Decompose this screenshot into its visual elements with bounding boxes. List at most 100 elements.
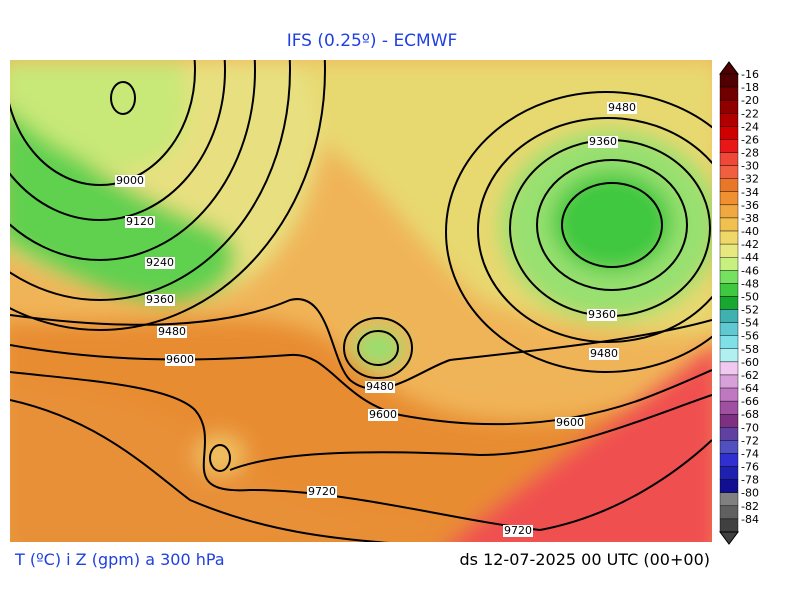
contour-label-bg [589, 348, 619, 360]
colorbar-label: -64 [741, 382, 759, 395]
contour-label: 9360 [588, 308, 616, 321]
colorbar-label: -28 [741, 147, 759, 160]
colorbar-label: -62 [741, 369, 759, 382]
colorbar-label: -68 [741, 408, 759, 421]
colorbar-swatch [719, 400, 739, 415]
contour-label-bg [587, 309, 617, 321]
colorbar-swatch [719, 152, 739, 166]
colorbar-swatch [719, 296, 739, 310]
colorbar-swatch [719, 217, 739, 232]
contour [445, 91, 712, 373]
contour-label: 9240 [146, 256, 174, 269]
map [10, 60, 712, 542]
colorbar-swatch [719, 178, 739, 192]
contour [343, 317, 413, 379]
colorbar-label: -44 [741, 251, 759, 264]
colorbar-swatch [719, 73, 739, 88]
colorbar-label: -80 [741, 487, 759, 500]
contours [10, 60, 712, 542]
contour [10, 60, 291, 301]
colorbar-label: -58 [741, 343, 759, 356]
colorbar-bottom [719, 531, 739, 545]
colorbar-swatch [719, 139, 739, 153]
colorbar-label: -26 [741, 133, 759, 146]
contour-label-bg [368, 409, 398, 421]
colorbar-swatch [719, 204, 739, 219]
colorbar-top [719, 61, 739, 75]
colorbar-label: -34 [741, 186, 759, 199]
contour-label: 9120 [126, 215, 154, 228]
contour-label: 9480 [608, 101, 636, 114]
colorbar-swatch [719, 243, 739, 258]
colorbar-label: -20 [741, 94, 759, 107]
colorbar-swatch [719, 322, 739, 336]
contour-label: 9720 [308, 485, 336, 498]
colorbar-swatch [719, 427, 739, 441]
colorbar-swatch [719, 270, 739, 284]
colorbar-swatch [719, 361, 739, 376]
footer-left: T (ºC) i Z (gpm) a 300 hPa [14, 550, 225, 569]
contour [477, 117, 712, 343]
contour [10, 60, 256, 261]
contour [561, 182, 663, 268]
contour [10, 60, 196, 186]
colorbar-swatch [719, 453, 739, 467]
colorbar-label: -38 [741, 212, 759, 225]
colorbar-label: -16 [741, 68, 759, 81]
colorbar-label: -22 [741, 107, 759, 120]
colorbar-label: -52 [741, 304, 759, 317]
footer-right: ds 12-07-2025 00 UTC (00+00) [459, 550, 710, 569]
contour [10, 60, 326, 331]
contour-label-bg [307, 486, 337, 498]
colorbar-swatch [719, 283, 739, 297]
colorbar-swatch [719, 257, 739, 271]
title: IFS (0.25º) - ECMWF [287, 31, 458, 51]
colorbar-swatch [719, 374, 739, 389]
colorbar-label: -32 [741, 173, 759, 186]
colorbar-label: -56 [741, 330, 759, 343]
contour-label: 9360 [146, 293, 174, 306]
contour-label-bg [165, 354, 195, 366]
contour [536, 159, 688, 291]
colorbar-label: -50 [741, 290, 759, 303]
contour-label: 9600 [166, 353, 194, 366]
colorbar-swatch [719, 113, 739, 127]
colorbar: -16-18-20-22-24-26-28-30-32-34-36-38-40-… [719, 61, 759, 545]
colorbar-swatch [719, 518, 739, 533]
contour-label-bg [125, 216, 155, 228]
colorbar-swatch [719, 191, 739, 206]
colorbar-swatch [719, 440, 739, 454]
colorbar-label: -18 [741, 81, 759, 94]
contour [10, 60, 226, 221]
colorbar-label: -76 [741, 461, 759, 474]
colorbar-swatch [719, 414, 739, 428]
colorbar-swatch [719, 99, 739, 114]
colorbar-swatch [719, 165, 739, 179]
colorbar-label: -84 [741, 513, 759, 526]
contour-label: 9480 [158, 325, 186, 338]
colorbar-label: -48 [741, 277, 759, 290]
colorbar-swatch [719, 126, 739, 140]
colorbar-label: -74 [741, 447, 759, 460]
colorbar-label: -70 [741, 421, 759, 434]
colorbar-swatch [719, 348, 739, 363]
contour-label: 9600 [556, 416, 584, 429]
contour-label-bg [503, 525, 533, 537]
colorbar-swatch [719, 387, 739, 402]
contour-label-bg [157, 326, 187, 338]
colorbar-label: -60 [741, 356, 759, 369]
colorbar-swatch [719, 492, 739, 507]
colorbar-label: -46 [741, 264, 759, 277]
contour [110, 81, 136, 115]
contour-label: 9360 [589, 135, 617, 148]
contour-label: 9720 [504, 524, 532, 537]
colorbar-swatch [719, 86, 739, 101]
contour-label-bg [588, 136, 618, 148]
colorbar-label: -54 [741, 317, 759, 330]
contour-label-bg [365, 381, 395, 393]
contour-label-bg [115, 175, 145, 187]
colorbar-label: -40 [741, 225, 759, 238]
contour-label-bg [145, 257, 175, 269]
colorbar-swatch [719, 335, 739, 350]
